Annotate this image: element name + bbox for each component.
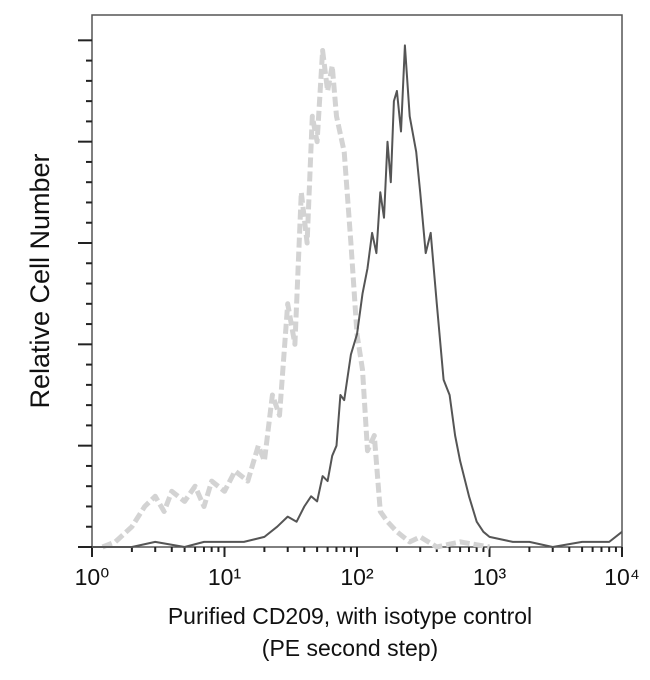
x-axis-label: Purified CD209, with isotype control xyxy=(168,603,532,629)
x-axis-label: (PE second step) xyxy=(262,635,438,661)
x-tick-label: 10⁴ xyxy=(604,564,639,590)
x-tick-label: 10² xyxy=(340,564,374,590)
y-axis-label: Relative Cell Number xyxy=(25,153,55,408)
x-tick-label: 10⁰ xyxy=(75,564,110,590)
histogram-line xyxy=(101,48,490,550)
plot-frame xyxy=(91,14,623,548)
histogram-line xyxy=(92,44,623,548)
x-tick-label: 10¹ xyxy=(208,564,242,590)
x-tick-label: 10³ xyxy=(473,564,507,590)
